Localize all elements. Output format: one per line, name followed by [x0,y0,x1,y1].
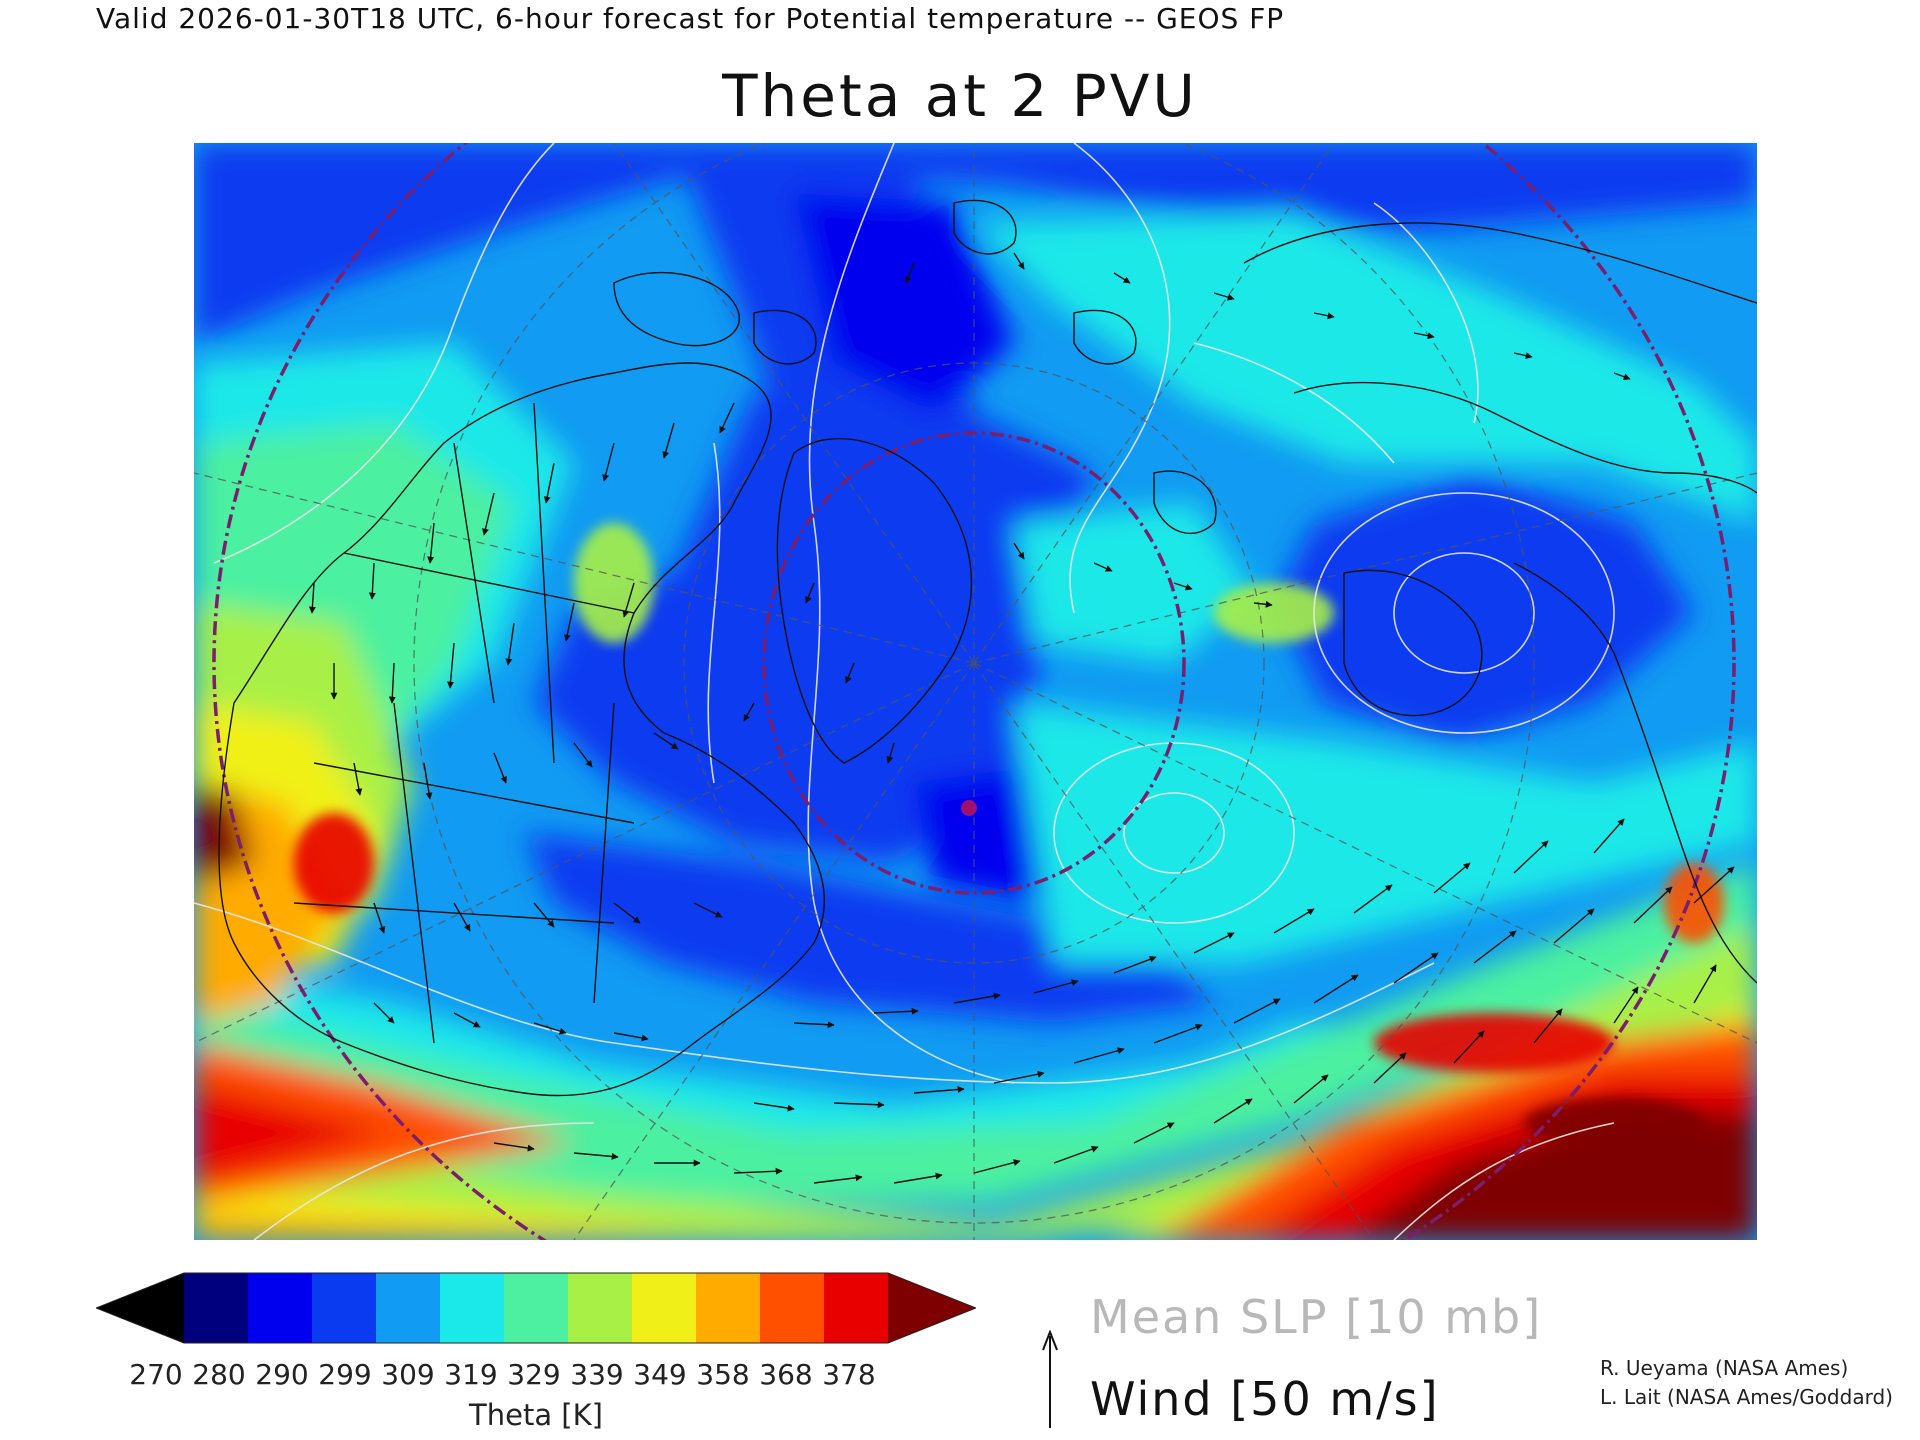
chart-title: Theta at 2 PVU [722,62,1198,130]
colorbar-swatch [568,1273,633,1343]
wind-vectors [308,252,1735,1184]
colorbar-tick: 329 [507,1358,561,1391]
colorbar-tick: 368 [759,1358,813,1391]
wind-legend: Wind [50 m/s] [1090,1372,1440,1426]
colorbar-tick: 299 [318,1358,372,1391]
colorbar-tick: 349 [633,1358,687,1391]
grid-lines [194,143,1757,1240]
colorbar-swatch [440,1273,505,1343]
pole-marker [961,800,977,816]
wind-scale-arrow-icon [1042,1330,1058,1428]
colorbar-swatch [184,1273,249,1343]
colorbar-tick: 358 [696,1358,750,1391]
special-latitude-rings [212,143,1736,1240]
colorbar-tick: 339 [570,1358,624,1391]
slp-contours [194,143,1615,1240]
colorbar-tick: 319 [444,1358,498,1391]
colorbar-swatch [376,1273,441,1343]
theta-field-map [194,143,1757,1240]
credit-line: R. Ueyama (NASA Ames) [1600,1356,1849,1380]
colorbar-tick: 270 [129,1358,183,1391]
colorbar-swatch [824,1273,889,1343]
colorbar-swatch [760,1273,825,1343]
colorbar-tick: 280 [192,1358,246,1391]
colorbar-label: Theta [K] [469,1398,603,1432]
colorbar-low-tip [96,1273,184,1343]
theta-colorbar [96,1272,976,1344]
coastlines-boundaries [218,199,1757,1097]
colorbar-swatch [312,1273,377,1343]
colorbar-tick: 378 [822,1358,876,1391]
colorbar-tick: 309 [381,1358,435,1391]
colorbar-swatch [632,1273,697,1343]
colorbar-tick: 290 [255,1358,309,1391]
colorbar-outline [96,1272,976,1344]
map-panel [194,143,1757,1240]
colorbar-swatch [248,1273,313,1343]
colorbar-swatch [504,1273,569,1343]
colorbar-swatch [696,1273,761,1343]
slp-legend: Mean SLP [10 mb] [1090,1290,1543,1344]
credit-line: L. Lait (NASA Ames/Goddard) [1600,1385,1893,1409]
colorbar-tick-labels: 270 280 290 299 309 319 329 339 349 358 … [129,1358,916,1392]
valid-time-line: Valid 2026-01-30T18 UTC, 6-hour forecast… [96,2,1285,35]
theta-shading [194,143,1757,1240]
colorbar-high-tip [888,1273,976,1343]
